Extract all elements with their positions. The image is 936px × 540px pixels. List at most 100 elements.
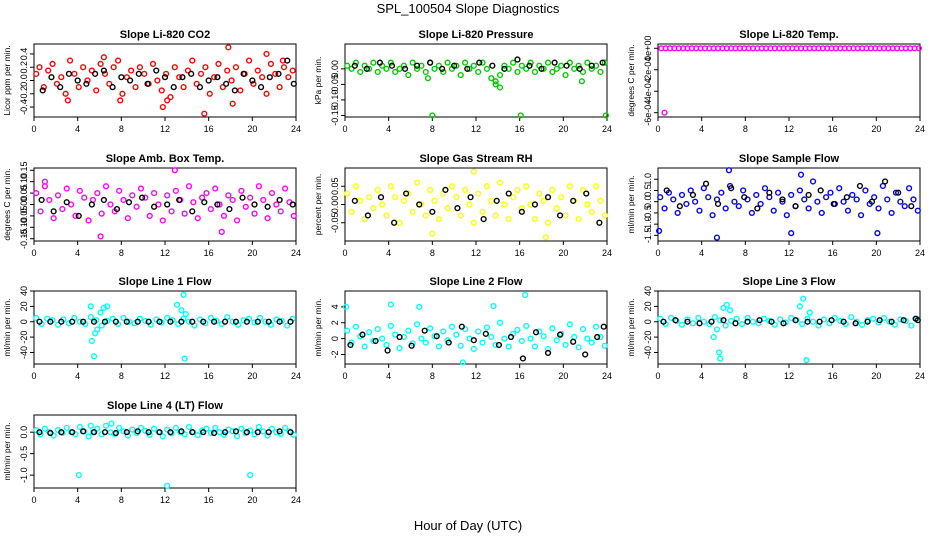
x-tick-label: 24 bbox=[915, 124, 925, 134]
data-point bbox=[229, 428, 236, 435]
data-point bbox=[262, 318, 269, 325]
data-point bbox=[531, 68, 539, 76]
data-point bbox=[164, 192, 171, 199]
data-point bbox=[172, 187, 180, 194]
data-point bbox=[233, 217, 241, 224]
x-tick-label: 0 bbox=[342, 124, 347, 134]
data-point bbox=[505, 216, 512, 223]
data-point bbox=[483, 183, 491, 190]
data-point-black bbox=[90, 429, 98, 436]
data-point bbox=[844, 207, 852, 214]
data-point-black bbox=[451, 62, 458, 69]
data-point bbox=[678, 191, 686, 199]
data-point bbox=[102, 422, 110, 429]
data-point bbox=[575, 216, 582, 223]
panel-title: Slope Line 3 Flow bbox=[743, 276, 836, 288]
data-point bbox=[874, 230, 881, 237]
data-point bbox=[53, 80, 61, 87]
data-point bbox=[124, 432, 131, 439]
data-point-black bbox=[226, 205, 233, 213]
panel-title: Slope Line 2 Flow bbox=[430, 276, 523, 288]
x-tick-label: 8 bbox=[430, 124, 435, 134]
data-point bbox=[731, 198, 738, 205]
data-point bbox=[348, 65, 355, 72]
data-point bbox=[54, 192, 62, 199]
data-point bbox=[453, 62, 460, 69]
data-point-black bbox=[145, 429, 152, 436]
panel-7: Slope Line 1 Flow 0 4 8 12 16 20 24 -40 -20 0 20 40 m… bbox=[2, 276, 301, 381]
data-point-black bbox=[852, 320, 859, 327]
data-point-black bbox=[881, 178, 889, 185]
x-tick-label: 24 bbox=[291, 371, 301, 381]
data-point bbox=[194, 432, 201, 439]
data-point bbox=[142, 194, 149, 201]
data-point bbox=[859, 321, 866, 328]
data-point bbox=[240, 317, 247, 324]
data-point-black bbox=[125, 199, 133, 206]
data-point-black bbox=[556, 212, 564, 219]
data-point bbox=[470, 168, 477, 175]
data-point bbox=[514, 186, 521, 194]
y-tick-label: 0 bbox=[19, 319, 29, 324]
data-point-black bbox=[482, 330, 489, 337]
y-tick-label: 0.00 bbox=[19, 196, 29, 214]
data-point bbox=[80, 64, 87, 71]
data-point bbox=[290, 212, 297, 220]
data-point bbox=[431, 197, 438, 204]
data-point-black bbox=[80, 428, 87, 435]
x-tick-label: 24 bbox=[602, 124, 612, 134]
y-tick-label: 20 bbox=[643, 301, 653, 311]
data-point-black bbox=[58, 429, 65, 436]
data-point-black bbox=[196, 84, 204, 91]
y-tick-label: 1.0 bbox=[643, 173, 653, 186]
data-point-black bbox=[702, 180, 710, 187]
data-point bbox=[566, 59, 573, 66]
x-tick-label: 16 bbox=[204, 248, 214, 258]
data-point-black bbox=[214, 201, 221, 208]
data-point bbox=[488, 75, 495, 82]
data-point bbox=[457, 212, 464, 219]
data-point bbox=[422, 68, 429, 76]
data-point bbox=[479, 208, 486, 215]
data-point bbox=[431, 65, 438, 72]
data-point bbox=[167, 93, 174, 101]
data-point bbox=[710, 334, 717, 341]
data-point-black bbox=[816, 318, 823, 325]
data-point-black bbox=[476, 59, 483, 66]
data-point bbox=[116, 424, 123, 431]
data-point bbox=[713, 326, 721, 333]
data-point bbox=[87, 314, 94, 321]
data-point-black bbox=[531, 201, 539, 208]
data-point bbox=[255, 423, 262, 431]
data-point bbox=[197, 70, 205, 77]
y-tick-label: 20 bbox=[19, 301, 29, 311]
data-point-black bbox=[582, 351, 589, 358]
data-point-black bbox=[551, 59, 558, 66]
data-point bbox=[206, 90, 213, 97]
data-point bbox=[405, 327, 412, 334]
data-point-black bbox=[458, 323, 465, 330]
data-point bbox=[370, 59, 377, 66]
data-point bbox=[571, 333, 578, 341]
data-point-black bbox=[663, 187, 670, 194]
data-point bbox=[409, 59, 416, 66]
data-point-black bbox=[112, 318, 119, 325]
data-point-black bbox=[90, 318, 98, 325]
plot-frame bbox=[344, 43, 608, 118]
data-point bbox=[492, 78, 499, 85]
data-point bbox=[748, 209, 755, 217]
data-point bbox=[540, 333, 547, 340]
panel-title: Slope Gas Stream RH bbox=[419, 153, 532, 165]
data-point-black bbox=[113, 205, 121, 213]
data-point-black bbox=[74, 77, 81, 84]
data-point-black bbox=[433, 333, 440, 340]
y-tick-label: -6e-04 bbox=[643, 100, 653, 126]
data-point bbox=[418, 335, 425, 342]
data-point bbox=[124, 215, 131, 222]
data-point-black bbox=[100, 196, 107, 204]
data-point-black bbox=[58, 318, 65, 325]
data-point-black bbox=[223, 80, 230, 87]
y-tick-label: -0.5 bbox=[19, 446, 29, 462]
